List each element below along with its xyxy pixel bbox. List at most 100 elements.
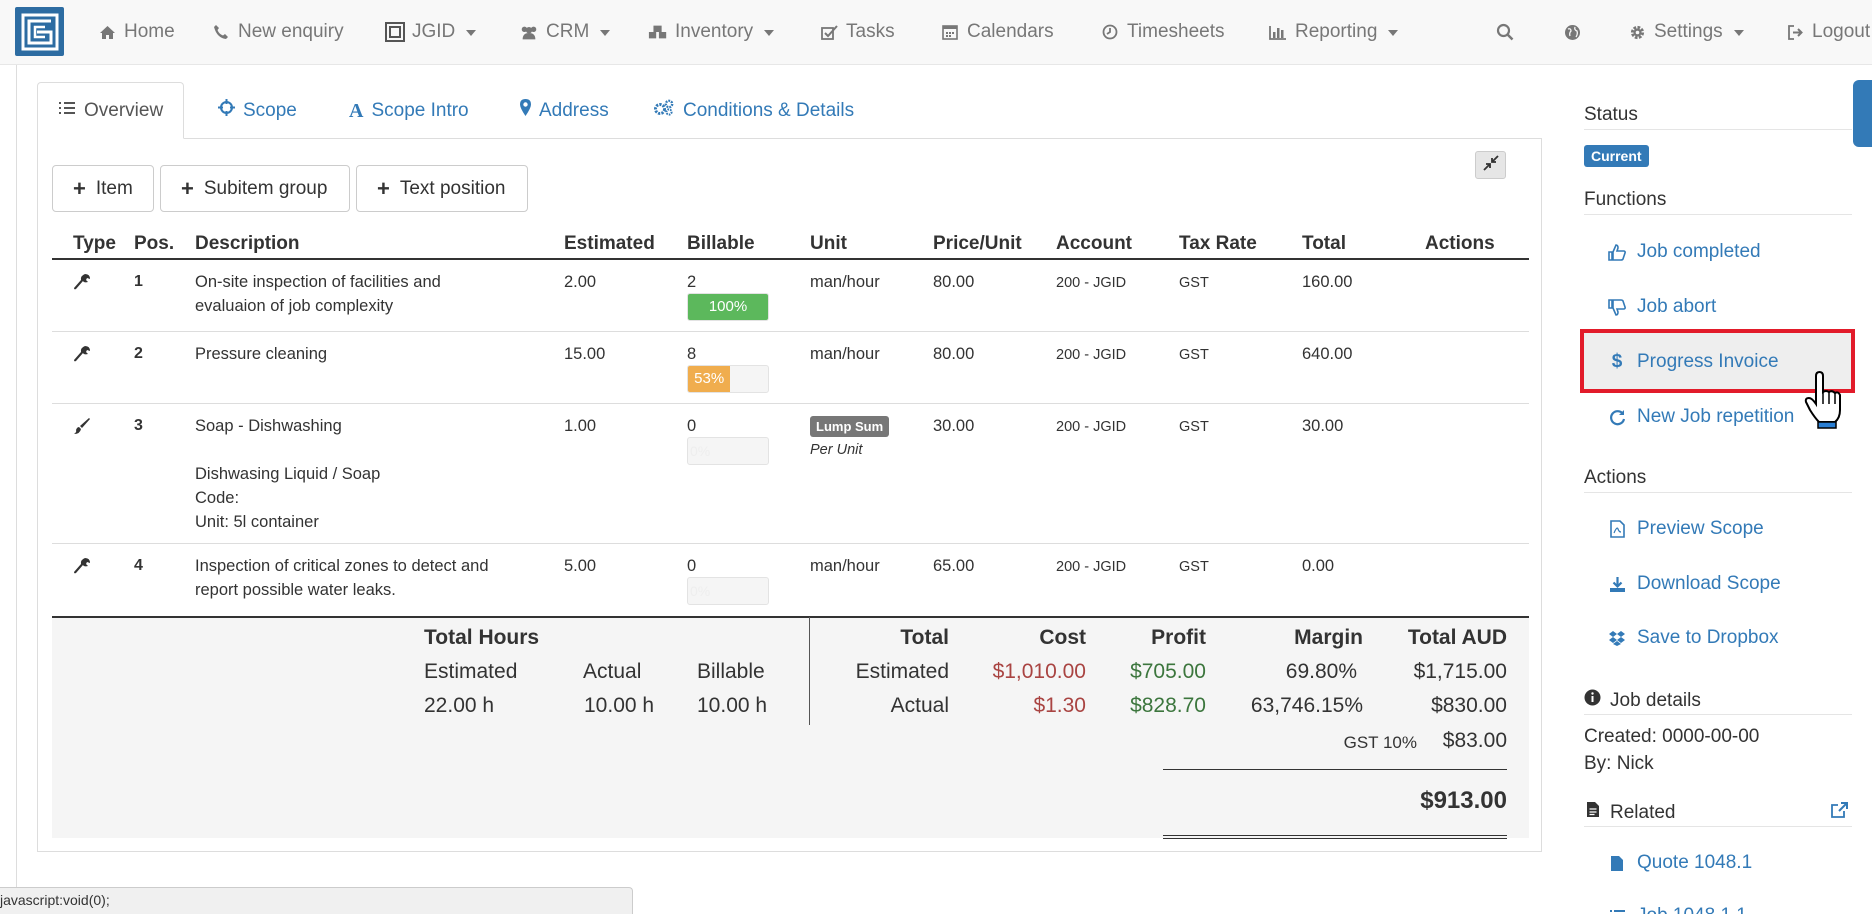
progress-invoice-link[interactable]: $ Progress Invoice bbox=[1607, 351, 1779, 373]
divider bbox=[1584, 714, 1852, 715]
external-link-icon[interactable] bbox=[1830, 802, 1848, 824]
sign-out-icon bbox=[1785, 24, 1805, 40]
thumbs-up-icon bbox=[1607, 243, 1627, 261]
compress-button[interactable] bbox=[1475, 151, 1506, 179]
billable-progress-bar: 53% bbox=[687, 365, 769, 393]
actual-profit: $828.70 bbox=[1130, 694, 1206, 717]
col-actions: Actions bbox=[1425, 233, 1495, 254]
divider bbox=[1584, 129, 1852, 130]
plus-icon: + bbox=[73, 175, 86, 201]
col-billable: Billable bbox=[687, 233, 755, 254]
header-divider bbox=[52, 258, 1529, 260]
users-icon bbox=[519, 25, 539, 40]
calendar-icon bbox=[940, 24, 960, 40]
dropbox-icon bbox=[1607, 630, 1627, 646]
top-navbar: Home New enquiry JGID CRM Inventory Task… bbox=[0, 0, 1872, 65]
related-heading: Related bbox=[1586, 801, 1676, 824]
building-icon bbox=[385, 22, 405, 42]
download-scope-link[interactable]: Download Scope bbox=[1607, 573, 1781, 595]
row-divider bbox=[52, 403, 1529, 404]
col-pos: Pos. bbox=[134, 233, 175, 254]
wrench-icon bbox=[74, 274, 90, 290]
divider bbox=[1584, 492, 1852, 493]
left-divider bbox=[16, 65, 17, 914]
nav-new-enquiry[interactable]: New enquiry bbox=[211, 0, 344, 64]
totals-section bbox=[52, 616, 1529, 838]
created-date: Created: 0000-00-00 bbox=[1584, 726, 1760, 747]
refresh-icon bbox=[1607, 409, 1627, 426]
add-text-position-button[interactable]: + Text position bbox=[356, 165, 528, 212]
col-type: Type bbox=[73, 233, 116, 254]
job-completed-link[interactable]: Job completed bbox=[1607, 241, 1761, 263]
logo-icon bbox=[21, 13, 58, 50]
col-price-unit: Price/Unit bbox=[933, 233, 1022, 254]
status-heading: Status bbox=[1584, 104, 1638, 125]
actual-total: $830.00 bbox=[1431, 694, 1507, 717]
col-account: Account bbox=[1056, 233, 1132, 254]
job-details-heading: Job details bbox=[1584, 689, 1701, 712]
pdf-icon bbox=[1607, 520, 1627, 538]
crosshairs-icon bbox=[218, 83, 235, 139]
file-icon bbox=[1607, 855, 1627, 872]
tab-scope-intro[interactable]: A Scope Intro bbox=[349, 82, 469, 139]
clock-icon bbox=[1100, 24, 1120, 40]
dollar-icon: $ bbox=[1611, 351, 1623, 372]
brush-icon bbox=[74, 418, 90, 434]
grand-total: $913.00 bbox=[1420, 787, 1507, 814]
check-icon bbox=[819, 24, 839, 40]
list-icon bbox=[58, 83, 76, 139]
map-marker-icon bbox=[520, 83, 531, 139]
wrench-icon bbox=[74, 558, 90, 574]
total-hours-title: Total Hours bbox=[424, 626, 540, 649]
cogs-icon bbox=[653, 83, 675, 139]
tab-conditions-details[interactable]: Conditions & Details bbox=[653, 82, 854, 139]
nav-inventory[interactable]: Inventory bbox=[648, 0, 775, 64]
nav-tasks[interactable]: Tasks bbox=[819, 0, 895, 64]
nav-settings[interactable]: Settings bbox=[1627, 0, 1744, 64]
gst-value: $83.00 bbox=[1442, 729, 1507, 752]
add-subitem-group-button[interactable]: + Subitem group bbox=[160, 165, 350, 212]
tab-address[interactable]: Address bbox=[520, 82, 609, 139]
home-icon bbox=[97, 25, 117, 40]
info-icon bbox=[1584, 689, 1601, 712]
nav-timesheets[interactable]: Timesheets bbox=[1100, 0, 1225, 64]
tab-overview[interactable]: Overview bbox=[37, 82, 185, 139]
overview-panel bbox=[37, 138, 1542, 852]
nav-reporting[interactable]: Reporting bbox=[1268, 0, 1399, 64]
actions-heading: Actions bbox=[1584, 467, 1647, 488]
nav-logout[interactable]: Logout bbox=[1785, 0, 1870, 64]
job-abort-link[interactable]: Job abort bbox=[1607, 296, 1716, 318]
preview-scope-link[interactable]: Preview Scope bbox=[1607, 518, 1764, 540]
app-logo[interactable] bbox=[15, 7, 64, 56]
hand-pointer-icon bbox=[1804, 370, 1844, 435]
language-button[interactable] bbox=[1562, 0, 1582, 64]
compress-icon bbox=[1482, 154, 1499, 176]
related-quote-link[interactable]: Quote 1048.1 bbox=[1607, 852, 1752, 874]
tab-scope[interactable]: Scope bbox=[218, 82, 297, 139]
estimated-total: $1,715.00 bbox=[1413, 660, 1507, 683]
created-by: By: Nick bbox=[1584, 753, 1654, 774]
nav-crm[interactable]: CRM bbox=[519, 0, 611, 64]
nav-jgid[interactable]: JGID bbox=[385, 0, 477, 64]
thumbs-down-icon bbox=[1607, 298, 1627, 316]
estimated-margin: 69.80% bbox=[1285, 660, 1357, 683]
nav-home[interactable]: Home bbox=[97, 0, 175, 64]
totals-divider bbox=[809, 617, 810, 725]
col-estimated: Estimated bbox=[564, 233, 655, 254]
related-job-link[interactable]: Job 1048.1.1 bbox=[1607, 905, 1747, 914]
file-text-icon bbox=[1586, 801, 1600, 824]
search-button[interactable] bbox=[1495, 0, 1515, 64]
estimated-cost: $1,010.00 bbox=[992, 660, 1086, 683]
sidebar-toggle[interactable] bbox=[1853, 80, 1872, 147]
save-to-dropbox-link[interactable]: Save to Dropbox bbox=[1607, 627, 1779, 649]
actual-margin: 63,746.15% bbox=[1250, 694, 1363, 717]
browser-status-bar: javascript:void(0); bbox=[0, 887, 633, 914]
add-item-button[interactable]: + Item bbox=[52, 165, 154, 212]
col-total: Total bbox=[1302, 233, 1346, 254]
new-job-repetition-link[interactable]: New Job repetition bbox=[1607, 406, 1794, 428]
row-divider bbox=[52, 543, 1529, 544]
nav-calendars[interactable]: Calendars bbox=[940, 0, 1054, 64]
hours-actual: 10.00 h bbox=[584, 694, 655, 717]
hours-billable: 10.00 h bbox=[697, 694, 768, 717]
col-description: Description bbox=[195, 233, 300, 254]
